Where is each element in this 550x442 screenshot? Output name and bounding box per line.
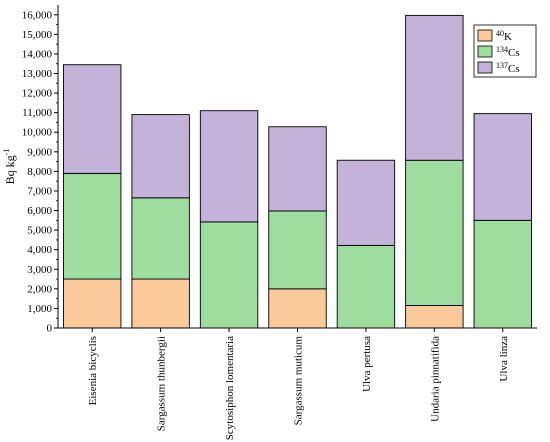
y-tick-label: 16,000 — [22, 9, 53, 21]
bar-134Cs-scytosiphon-lomentaria — [199, 221, 259, 329]
bar-134Cs-eisenia-bicyclis — [63, 172, 122, 280]
bar-40K-eisenia-bicyclis — [63, 278, 122, 329]
bar-134Cs-undaria-pinnatifida — [405, 159, 464, 306]
y-tick-label: 15,000 — [22, 29, 53, 41]
bar-137Cs-undaria-pinnatifida — [405, 14, 464, 161]
x-tick-label: Undaria pinnatifida — [429, 336, 441, 422]
legend-label-sup: 137 — [496, 61, 508, 70]
bar-40K-sargassum-thunbergii — [131, 278, 190, 329]
y-tick-label: 9,000 — [27, 146, 52, 158]
legend-swatch-137Cs — [477, 61, 493, 74]
legend-label-base: K — [504, 31, 512, 43]
y-tick-label: 8,000 — [27, 166, 52, 178]
y-tick-label: 7,000 — [27, 185, 52, 197]
y-tick-label: 1,000 — [27, 303, 52, 315]
legend-swatch-134Cs — [477, 45, 493, 58]
bar-137Cs-ulva-linza — [473, 113, 532, 221]
y-tick-label: 12,000 — [22, 88, 53, 100]
legend-label-base: Cs — [508, 47, 520, 59]
x-axis: Eisenia bicyclis Sargassum thunbergii Scyt… — [58, 327, 537, 440]
bar-137Cs-scytosiphon-lomentaria — [199, 110, 259, 223]
y-axis-title: Bq kg-1 — [2, 149, 17, 185]
bar-137Cs-sargassum-thunbergii — [131, 114, 190, 199]
bar-40K-sargassum-muticum — [268, 288, 327, 329]
y-title-base: Bq kg — [3, 155, 17, 184]
bar-134Cs-sargassum-thunbergii — [131, 197, 190, 280]
y-tick-label: 11,000 — [22, 107, 52, 119]
x-tick-label: Sargassum thunbergii — [156, 336, 168, 431]
legend-label-sup: 134 — [496, 45, 508, 54]
y-tick-label: 5,000 — [27, 225, 52, 237]
y-tick-label: 3,000 — [27, 264, 52, 276]
x-tick-label: Eisenia bicyclis — [87, 336, 99, 405]
bars-layer — [63, 14, 532, 329]
y-tick-label: 14,000 — [22, 48, 53, 60]
legend-label-137Cs: 137Cs — [496, 61, 520, 75]
y-tick-label: 6,000 — [27, 205, 52, 217]
legend-label-sup: 40 — [496, 29, 504, 38]
legend-label-40K: 40K — [496, 29, 512, 43]
y-title-sup: -1 — [2, 149, 11, 156]
bar-137Cs-sargassum-muticum — [268, 126, 327, 212]
bar-137Cs-eisenia-bicyclis — [63, 64, 122, 174]
legend-swatch-40K — [477, 29, 493, 42]
bar-137Cs-ulva-pertusa — [336, 159, 396, 246]
y-tick-label: 4,000 — [27, 244, 52, 256]
x-tick-label: Ulva linza — [498, 336, 510, 382]
y-axis: 0 1,000 2,000 3,000 4,000 5,000 6,000 7,000 8,00… — [22, 5, 59, 335]
y-tick-label: 13,000 — [22, 68, 53, 80]
bar-40K-undaria-pinnatifida — [405, 305, 464, 329]
x-tick-label: Scytosiphon lomentaria — [224, 336, 236, 440]
x-tick-label: Ulva pertusa — [361, 336, 373, 392]
y-tick-label: 10,000 — [22, 127, 53, 139]
legend-label-base: Cs — [508, 63, 520, 75]
bar-134Cs-ulva-pertusa — [336, 244, 396, 329]
y-tick-label: 0 — [47, 323, 53, 335]
x-tick-label: Sargassum muticum — [293, 336, 305, 426]
legend-label-134Cs: 134Cs — [496, 45, 520, 59]
bar-134Cs-ulva-linza — [473, 219, 532, 329]
bar-134Cs-sargassum-muticum — [268, 210, 327, 290]
y-tick-label: 2,000 — [27, 283, 52, 295]
